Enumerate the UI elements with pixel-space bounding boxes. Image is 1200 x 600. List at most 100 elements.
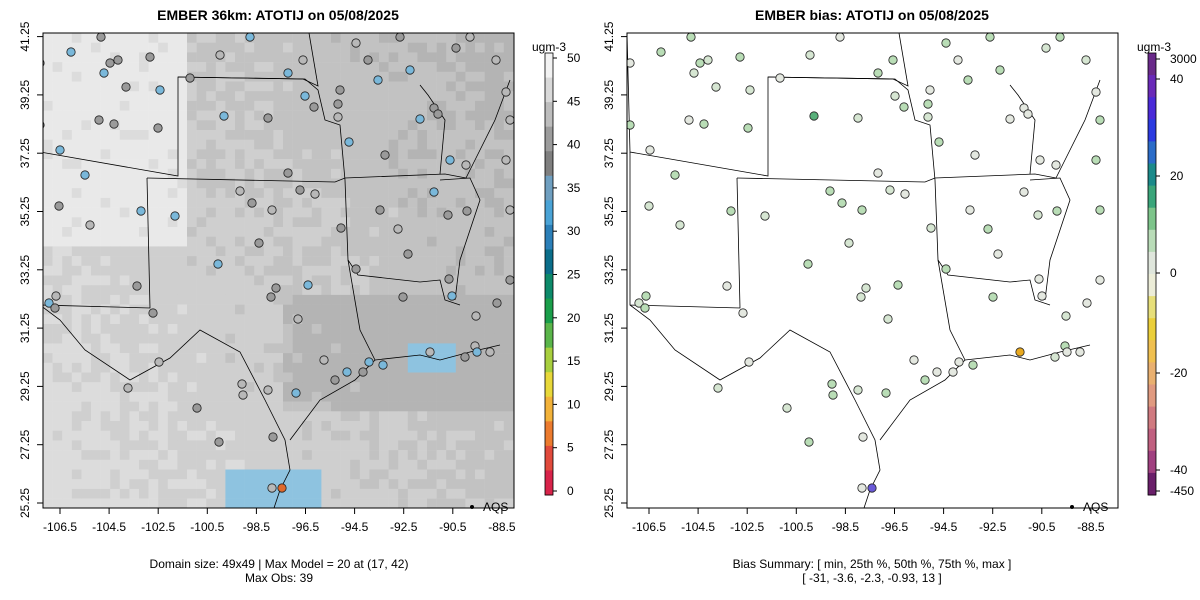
grid-cell: [71, 71, 82, 82]
grid-cell: [465, 391, 476, 402]
grid-cell: [321, 246, 332, 257]
grid-cell: [187, 110, 197, 121]
grid-cell: [158, 120, 169, 131]
grid-cell: [292, 294, 303, 305]
grid-cell: [52, 265, 63, 276]
grid-cell: [340, 256, 351, 267]
grid-cell: [311, 450, 322, 461]
grid-cell: [369, 62, 380, 73]
grid-cell: [129, 411, 140, 422]
grid-cell: [359, 81, 370, 92]
grid-cell: [302, 168, 313, 179]
grid-cell: [206, 188, 217, 199]
grid-cell: [388, 159, 399, 170]
grid-cell: [206, 488, 217, 499]
aqs-site-marker: [55, 145, 65, 155]
grid-cell: [225, 159, 236, 170]
grid-cell: [81, 265, 92, 276]
bias-site-marker: [711, 82, 721, 92]
grid-cell: [254, 411, 265, 422]
y-tick-label: 37.25: [18, 138, 32, 168]
bias-site-marker: [1095, 205, 1105, 215]
grid-cell: [62, 100, 73, 111]
grid-cell: [177, 314, 188, 325]
grid-cell: [407, 256, 418, 267]
grid-cell: [206, 479, 217, 490]
grid-cell: [71, 197, 82, 208]
aqs-site-marker: [66, 47, 76, 57]
grid-cell: [139, 71, 149, 82]
grid-cell: [81, 62, 92, 73]
bias-site-marker: [853, 113, 863, 123]
grid-cell: [100, 391, 111, 402]
grid-cell: [254, 159, 265, 170]
grid-cell: [379, 33, 389, 43]
grid-cell: [62, 81, 73, 92]
grid-cell: [254, 333, 265, 344]
grid-cell: [129, 382, 140, 393]
grid-cell: [398, 217, 409, 228]
aqs-site-marker: [405, 65, 415, 75]
grid-cell: [350, 324, 361, 334]
grid-cell: [273, 207, 284, 218]
grid-cell: [283, 197, 293, 208]
grid-cell: [331, 353, 341, 364]
grid-cell: [494, 314, 505, 325]
grid-cell: [283, 401, 293, 412]
grid-cell: [148, 314, 159, 325]
grid-cell: [167, 178, 178, 189]
grid-cell: [100, 314, 111, 325]
grid-cell: [215, 100, 226, 111]
grid-cell: [350, 333, 361, 344]
grid-cell: [196, 450, 207, 461]
grid-cell: [417, 285, 428, 296]
grid-cell: [398, 120, 409, 131]
grid-cell: [311, 440, 322, 451]
grid-cell: [196, 275, 207, 286]
grid-cell: [215, 353, 226, 364]
grid-cell: [158, 411, 169, 422]
grid-cell: [475, 236, 485, 247]
grid-cell: [311, 246, 322, 257]
grid-cell: [446, 217, 457, 228]
grid-cell: [196, 256, 207, 267]
grid-cell: [225, 324, 236, 334]
grid-cell: [129, 401, 140, 412]
grid-cell: [427, 139, 437, 150]
grid-cell: [388, 33, 399, 43]
grid-cell: [187, 362, 197, 373]
grid-cell: [167, 120, 178, 131]
grid-cell: [100, 430, 111, 441]
grid-cell: [407, 353, 418, 364]
grid-cell: [503, 488, 514, 499]
grid-cell: [321, 314, 332, 325]
grid-cell: [254, 120, 265, 131]
grid-cell: [110, 197, 121, 208]
grid-cell: [359, 459, 370, 470]
grid-cell: [455, 207, 466, 218]
grid-cell: [379, 81, 389, 92]
colorbar-swatch: [1148, 141, 1156, 164]
grid-cell: [177, 285, 188, 296]
grid-cell: [503, 391, 514, 402]
grid-cell: [177, 188, 188, 199]
bias-site-marker: [953, 55, 963, 65]
grid-cell: [244, 440, 255, 451]
grid-cell: [52, 285, 63, 296]
grid-cell: [100, 362, 111, 373]
grid-cell: [71, 421, 82, 431]
grid-cell: [225, 207, 236, 218]
grid-cell: [158, 382, 169, 393]
grid-cell: [129, 33, 140, 43]
grid-cell: [43, 372, 53, 383]
aqs-site-marker: [277, 483, 287, 493]
grid-cell: [417, 401, 428, 412]
grid-cell: [91, 33, 101, 43]
bias-site-marker: [695, 58, 705, 68]
grid-cell: [187, 217, 197, 228]
grid-cell: [263, 343, 274, 354]
grid-cell: [350, 159, 361, 170]
grid-cell: [292, 488, 303, 499]
grid-cell: [388, 139, 399, 150]
